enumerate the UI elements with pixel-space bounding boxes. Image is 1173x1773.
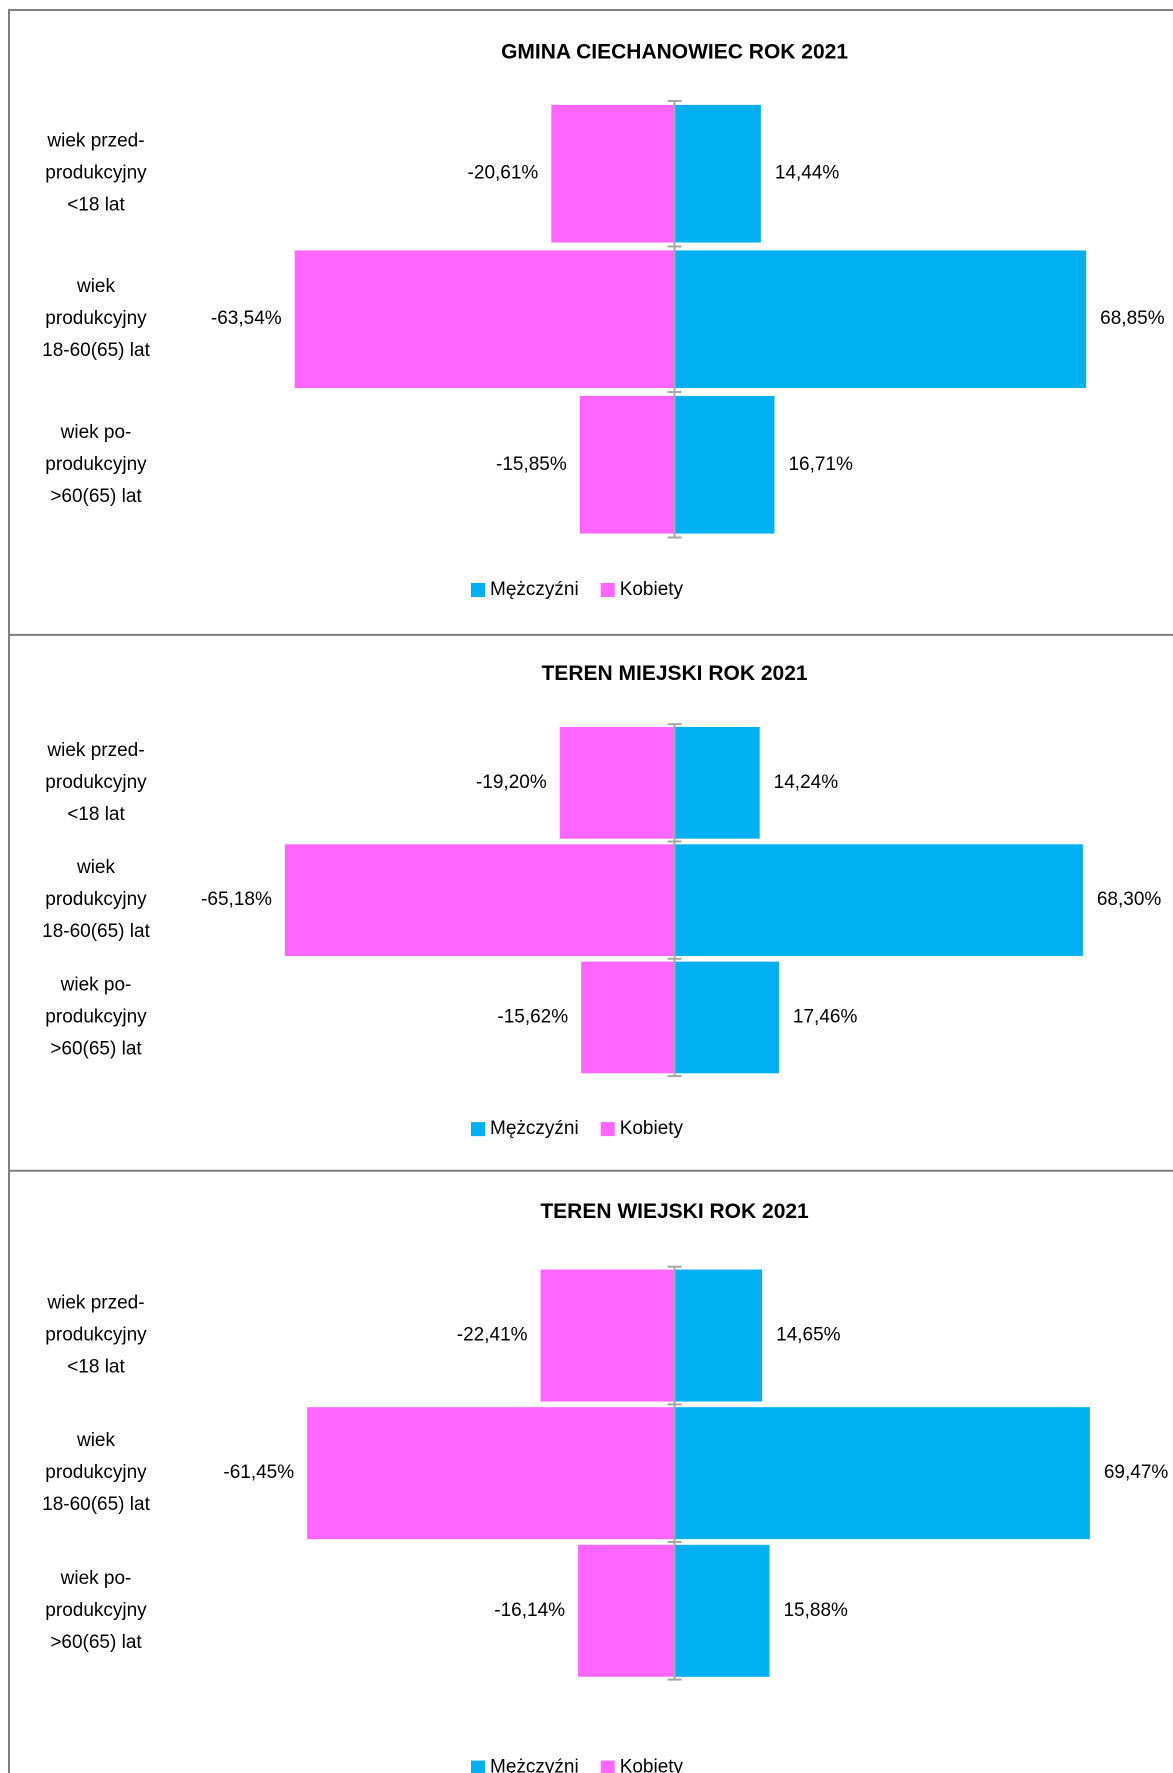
value-label: -22,41%	[457, 1325, 528, 1346]
category-label: >60(65) lat	[50, 1632, 142, 1653]
category-label: produkcyjny	[45, 308, 147, 329]
bar	[540, 1269, 675, 1402]
value-label: -19,20%	[476, 772, 547, 793]
value-label: 15,88%	[783, 1600, 848, 1621]
category-label: produkcyjny	[45, 1600, 147, 1621]
legend-swatch	[600, 582, 615, 597]
category-label: wiek przed-	[46, 1293, 144, 1314]
category-label: <18 lat	[67, 195, 125, 216]
category-label: wiek po-	[60, 1568, 132, 1589]
value-label: -16,14%	[494, 1600, 565, 1621]
bar	[578, 1544, 675, 1677]
legend-swatch	[600, 1122, 615, 1137]
category-label: wiek	[76, 1430, 116, 1451]
category-label: produkcyjny	[45, 1325, 147, 1346]
category-label: produkcyjny	[45, 454, 147, 475]
value-label: 14,24%	[774, 772, 839, 793]
legend-label: Kobiety	[620, 1118, 684, 1139]
bar	[307, 1407, 675, 1540]
category-label: wiek	[76, 276, 116, 297]
bar	[559, 726, 675, 839]
value-label: -20,61%	[468, 163, 539, 184]
category-label: <18 lat	[67, 804, 125, 825]
category-label: 18-60(65) lat	[42, 340, 150, 361]
category-label: <18 lat	[67, 1357, 125, 1378]
value-label: -15,62%	[497, 1006, 568, 1027]
legend-label: Mężczyźni	[490, 1757, 579, 1773]
category-label: >60(65) lat	[50, 486, 142, 507]
category-label: produkcyjny	[45, 163, 147, 184]
legend-label: Mężczyźni	[490, 1118, 579, 1139]
category-label: produkcyjny	[45, 889, 147, 910]
category-label: produkcyjny	[45, 1006, 147, 1027]
bar	[674, 1407, 1090, 1540]
category-label: >60(65) lat	[50, 1038, 142, 1059]
value-label: 68,85%	[1100, 308, 1165, 329]
bar	[284, 844, 675, 956]
value-label: 14,44%	[775, 163, 840, 184]
category-label: wiek po-	[60, 974, 132, 995]
value-label: 68,30%	[1097, 889, 1162, 910]
legend-swatch	[471, 1122, 485, 1137]
value-label: 14,65%	[776, 1325, 841, 1346]
bar	[579, 395, 675, 534]
bar	[551, 104, 675, 243]
bar	[674, 250, 1087, 389]
value-label: -61,45%	[223, 1462, 294, 1483]
bar	[674, 844, 1083, 956]
category-label: wiek po-	[60, 422, 132, 443]
category-label: 18-60(65) lat	[42, 1494, 150, 1515]
chart-title: TEREN MIEJSKI ROK 2021	[541, 662, 807, 685]
legend-label: Kobiety	[620, 1757, 684, 1773]
bar	[674, 1269, 763, 1402]
value-label: -65,18%	[201, 889, 272, 910]
legend-swatch	[471, 582, 485, 597]
legend-swatch	[471, 1760, 485, 1773]
category-label: wiek przed-	[46, 131, 144, 152]
value-label: -15,85%	[496, 454, 567, 475]
bar	[581, 961, 675, 1074]
category-label: produkcyjny	[45, 772, 147, 793]
legend-swatch	[600, 1760, 615, 1773]
legend-label: Kobiety	[620, 579, 684, 600]
chart-title: TEREN WIEJSKI ROK 2021	[540, 1200, 809, 1223]
bar	[674, 104, 761, 243]
value-label: -63,54%	[211, 308, 282, 329]
legend-label: Mężczyźni	[490, 579, 579, 600]
category-label: produkcyjny	[45, 1462, 147, 1483]
bar	[294, 250, 675, 389]
value-label: 69,47%	[1104, 1462, 1169, 1483]
chart-title: GMINA CIECHANOWIEC ROK 2021	[501, 41, 848, 64]
category-label: wiek	[76, 857, 116, 878]
value-label: 16,71%	[788, 454, 853, 475]
value-label: 17,46%	[793, 1006, 858, 1027]
category-label: wiek przed-	[46, 740, 144, 761]
bar	[674, 726, 760, 839]
bar	[674, 395, 775, 534]
bar	[674, 961, 779, 1074]
category-label: 18-60(65) lat	[42, 921, 150, 942]
bar	[674, 1544, 770, 1677]
